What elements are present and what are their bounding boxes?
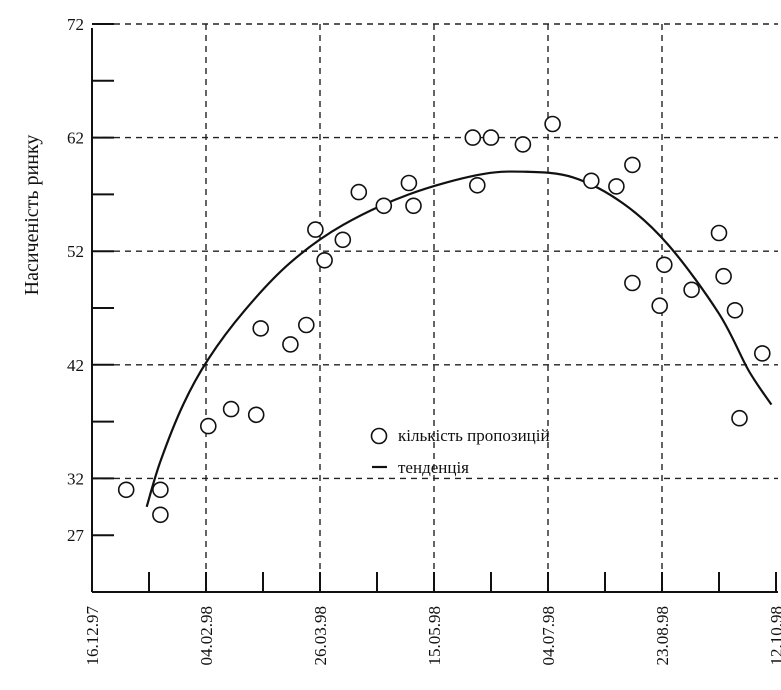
data-point-7 bbox=[282, 336, 299, 353]
data-point-28 bbox=[710, 224, 728, 242]
data-point-24 bbox=[624, 274, 641, 292]
axes bbox=[91, 28, 778, 593]
data-point-16 bbox=[464, 129, 482, 146]
data-point-2 bbox=[152, 506, 169, 524]
ticks: 27 32 42 52 62 72 16.12.97 04.02.98 26.03.98 15.0… bbox=[67, 15, 781, 666]
data-point-22 bbox=[608, 178, 625, 195]
y-tick-label-42: 42 bbox=[67, 356, 84, 375]
data-point-30 bbox=[726, 301, 744, 319]
x-tick-label-6: 12.10.98 bbox=[767, 606, 781, 666]
data-point-15 bbox=[405, 197, 422, 215]
y-axis-label: Насиченість ринку bbox=[21, 135, 43, 296]
data-point-6 bbox=[252, 320, 270, 337]
data-point-1 bbox=[152, 481, 169, 499]
y-tick-label-32: 32 bbox=[67, 469, 84, 488]
data-point-25 bbox=[651, 297, 669, 315]
x-tick-label-0: 16.12.97 bbox=[83, 606, 102, 666]
data-point-9 bbox=[307, 221, 324, 238]
data-point-27 bbox=[683, 281, 700, 299]
data-point-10 bbox=[316, 251, 333, 269]
data-point-11 bbox=[334, 231, 352, 249]
data-point-21 bbox=[582, 172, 600, 190]
x-tick-label-4: 04.07.98 bbox=[539, 606, 558, 666]
x-tick-label-3: 15.05.98 bbox=[425, 606, 444, 666]
data-point-5 bbox=[247, 406, 265, 424]
trend-line bbox=[145, 170, 773, 508]
data-point-8 bbox=[297, 316, 315, 334]
data-point-20 bbox=[544, 115, 561, 133]
data-point-19 bbox=[514, 136, 532, 153]
data-point-32 bbox=[753, 345, 771, 362]
y-tick-label-52: 52 bbox=[67, 242, 84, 261]
data-point-29 bbox=[715, 267, 732, 285]
data-point-14 bbox=[400, 174, 418, 192]
x-tick-label-5: 23.08.98 bbox=[653, 606, 672, 666]
legend-label-trend: тенденція bbox=[398, 458, 469, 477]
data-point-18 bbox=[482, 129, 500, 146]
y-tick-label-62: 62 bbox=[67, 129, 84, 148]
y-tick-label-72: 72 bbox=[67, 15, 84, 34]
y-tick-label-27: 27 bbox=[67, 526, 85, 545]
x-tick-label-1: 04.02.98 bbox=[197, 606, 216, 666]
data-point-4 bbox=[222, 400, 240, 418]
data-point-17 bbox=[468, 177, 486, 194]
data-point-31 bbox=[731, 409, 748, 427]
data-point-0 bbox=[117, 481, 135, 499]
data-point-3 bbox=[200, 417, 217, 435]
data-point-26 bbox=[655, 256, 673, 274]
trend-layer bbox=[145, 170, 773, 508]
x-tick-label-2: 26.03.98 bbox=[311, 606, 330, 666]
legend-label-offers: кількість пропозицій bbox=[398, 426, 550, 445]
points-layer bbox=[117, 115, 771, 524]
data-point-12 bbox=[350, 183, 368, 201]
legend-circle-marker bbox=[370, 427, 388, 445]
grid bbox=[92, 23, 778, 592]
legend: кількість пропозицій тенденція bbox=[370, 426, 550, 477]
data-point-23 bbox=[624, 156, 641, 174]
data-point-13 bbox=[375, 197, 393, 215]
